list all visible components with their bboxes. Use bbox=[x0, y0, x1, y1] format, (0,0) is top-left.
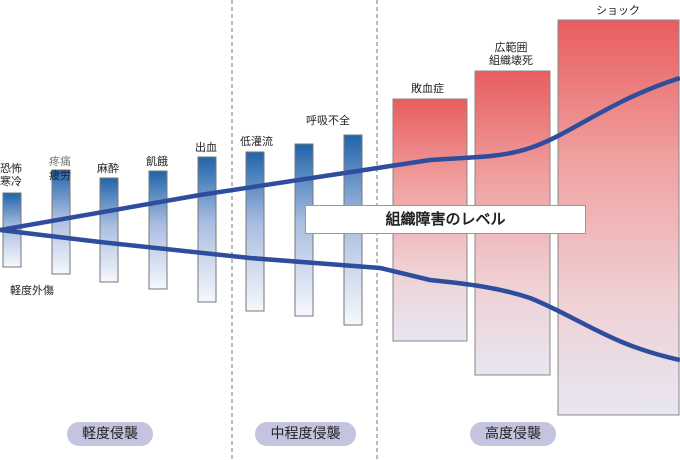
category-moderate: 中程度侵襲 bbox=[255, 422, 356, 446]
bar-anesthesia bbox=[99, 177, 119, 283]
category-mild: 軽度侵襲 bbox=[67, 422, 153, 446]
label-fear-cold: 恐怖 寒冷 bbox=[0, 162, 22, 188]
label-hypoperfusion: 低灌流 bbox=[240, 135, 273, 148]
lower-curve bbox=[0, 227, 680, 363]
label-minor-trauma: 軽度外傷 bbox=[10, 284, 54, 297]
category-severe: 高度侵襲 bbox=[470, 422, 556, 446]
bar-bleeding bbox=[197, 156, 217, 303]
upper-curve bbox=[0, 75, 680, 233]
bar-hypoperfusion bbox=[245, 151, 265, 312]
label-bleeding: 出血 bbox=[195, 141, 217, 154]
label-necrosis: 広範囲 組織壊死 bbox=[489, 41, 533, 67]
label-pain: 疼痛 bbox=[49, 155, 71, 168]
label-resp-failure: 呼吸不全 bbox=[306, 114, 350, 127]
label-sepsis: 敗血症 bbox=[411, 82, 444, 95]
bar-starvation bbox=[148, 170, 168, 290]
label-anesthesia: 麻酔 bbox=[97, 162, 119, 175]
tissue-damage-level-label: 組織障害のレベル bbox=[305, 205, 586, 234]
label-shock: ショック bbox=[596, 4, 640, 17]
label-starvation: 飢餓 bbox=[146, 155, 168, 168]
label-fatigue: 疲労 bbox=[49, 169, 71, 182]
